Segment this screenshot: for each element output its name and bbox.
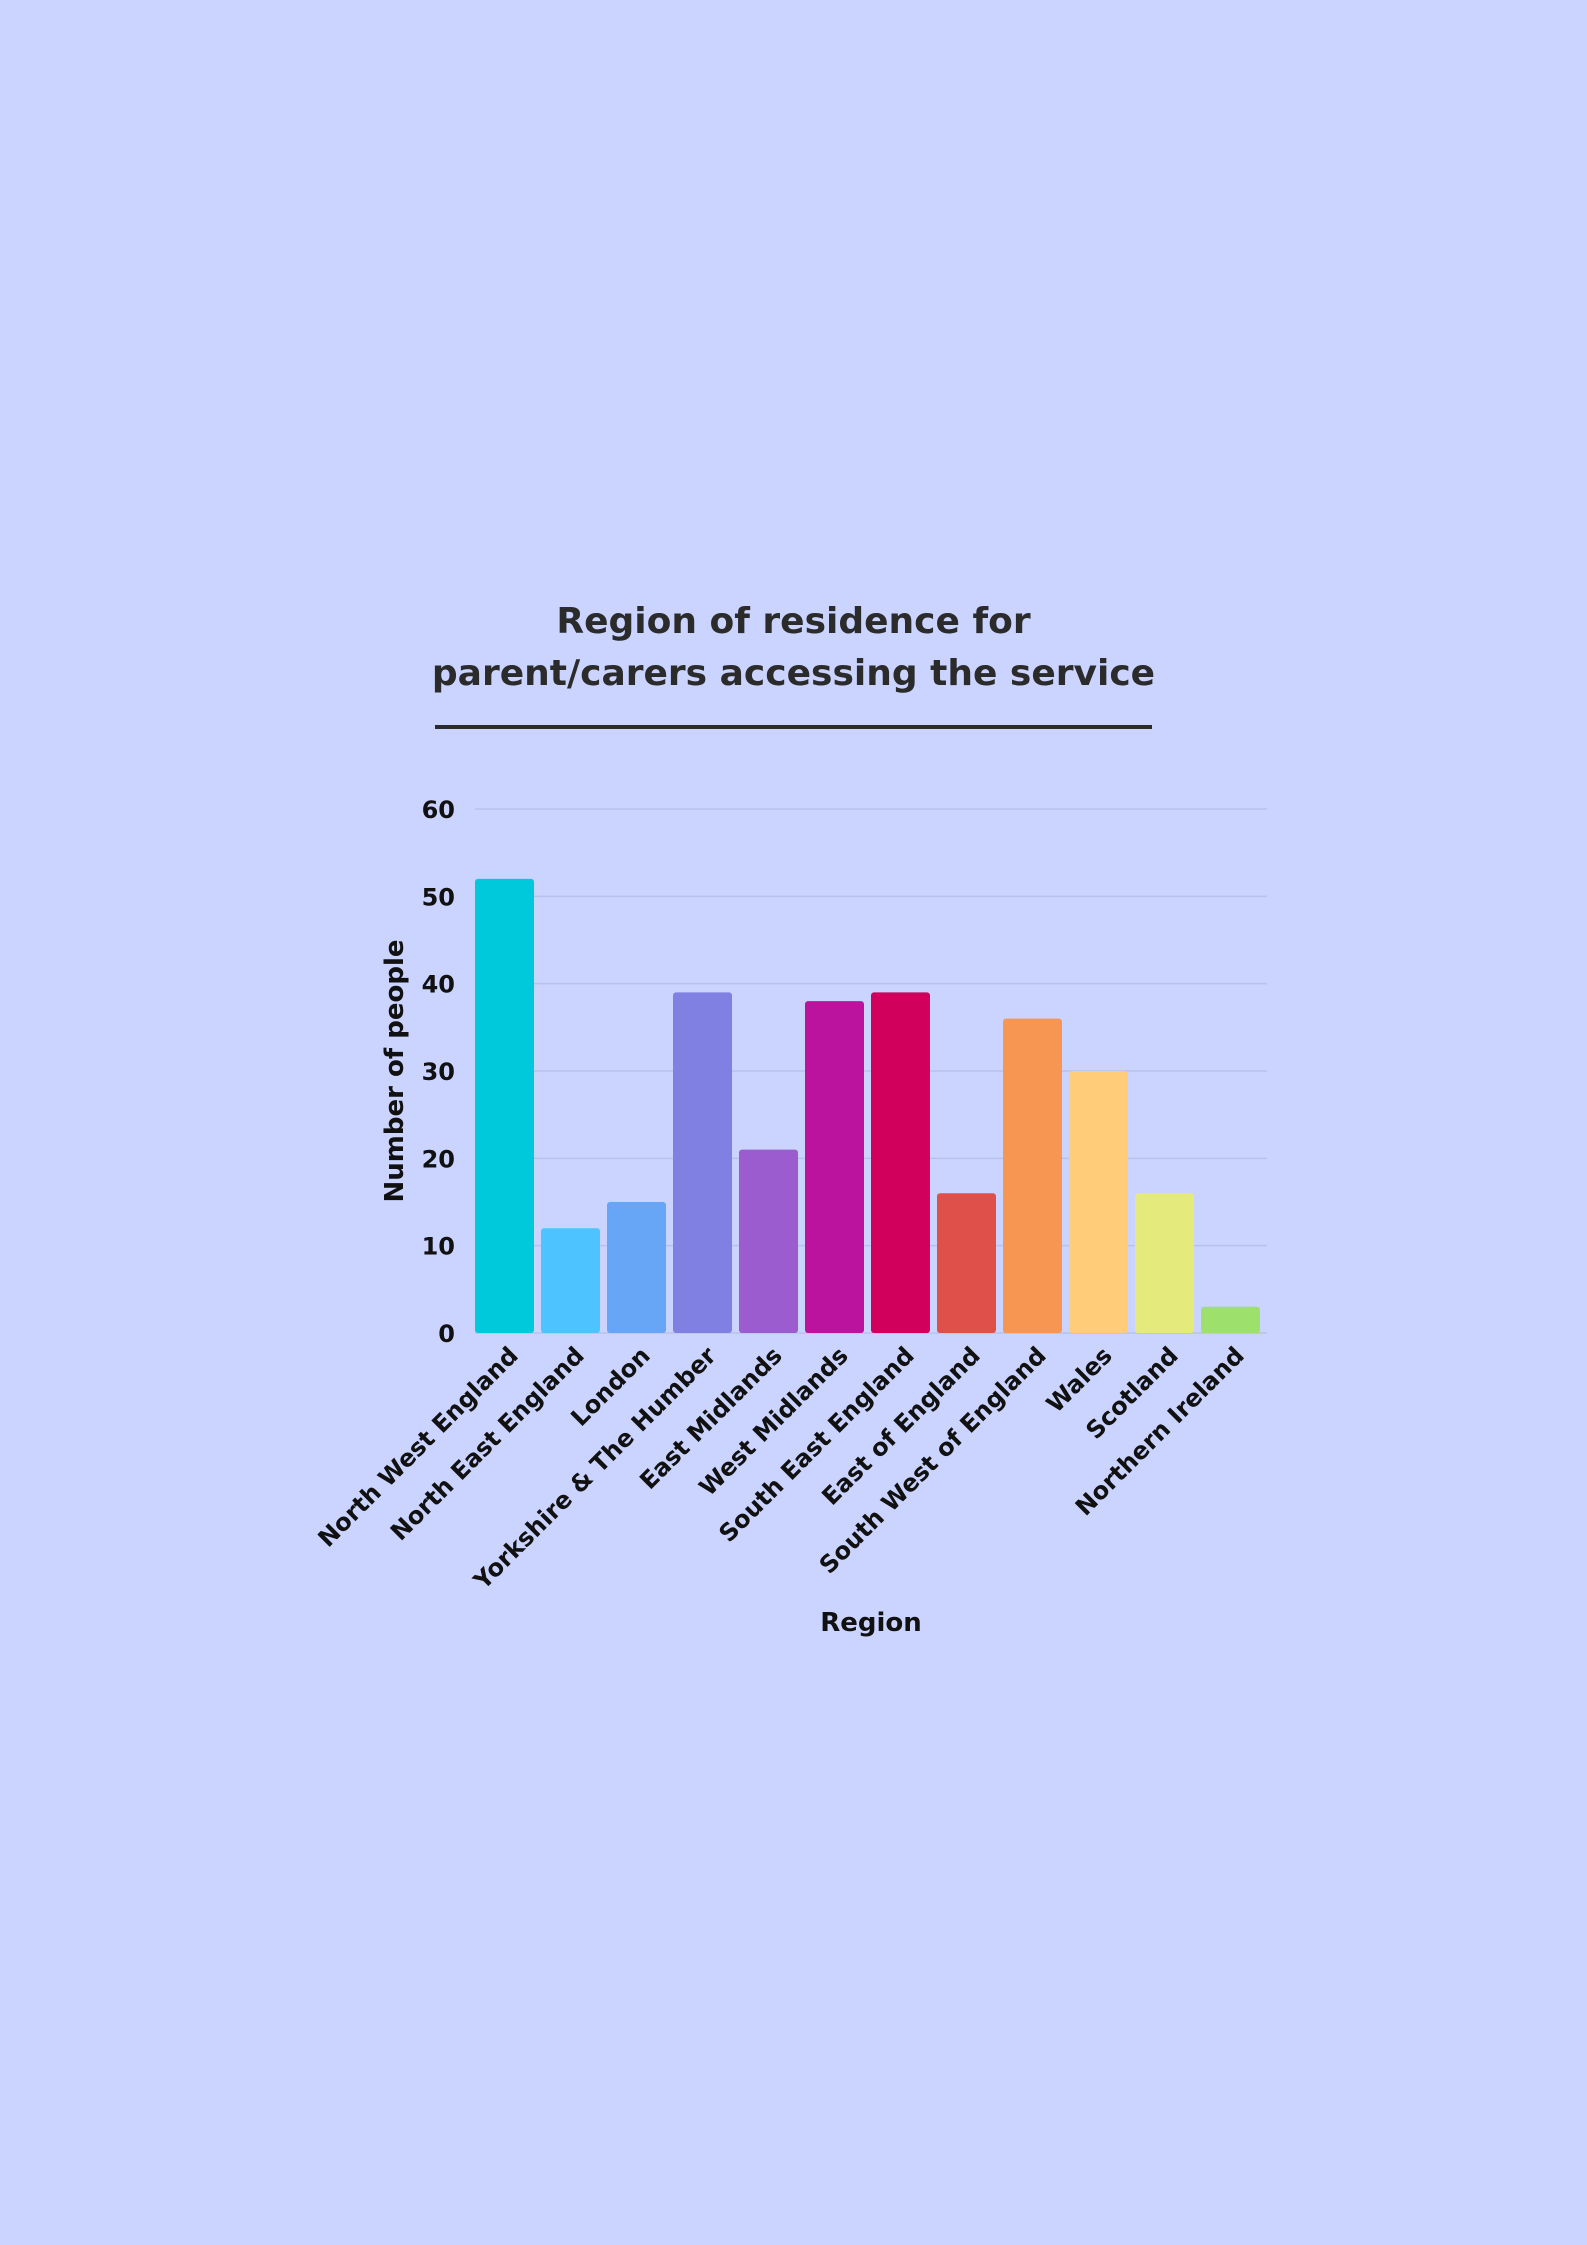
x-tick-label: Yorkshire & The Humber <box>468 1341 722 1595</box>
bar <box>1069 1071 1128 1333</box>
y-tick-label: 30 <box>422 1058 455 1086</box>
y-tick-label: 40 <box>422 971 455 999</box>
bar <box>475 878 534 1333</box>
title-underline <box>435 725 1152 729</box>
y-axis-title: Number of people <box>380 940 410 1203</box>
chart-title-line-1: Region of residence for <box>556 601 1031 642</box>
bar <box>1201 1306 1260 1333</box>
y-tick-label: 10 <box>422 1233 455 1261</box>
bar <box>937 1193 996 1333</box>
x-axis-title: Region <box>820 1608 922 1638</box>
bar <box>607 1202 666 1333</box>
bar <box>1003 1018 1062 1333</box>
bar <box>805 1001 864 1333</box>
bar <box>673 992 732 1333</box>
chart-title: Region of residence for parent/carers ac… <box>0 596 1587 700</box>
bar <box>541 1228 600 1333</box>
bar <box>1135 1193 1194 1333</box>
bar <box>871 992 930 1333</box>
y-tick-label: 60 <box>422 796 455 824</box>
chart-title-line-2: parent/carers accessing the service <box>431 653 1156 694</box>
bars <box>475 878 1260 1333</box>
bar <box>739 1149 798 1333</box>
y-axis-ticks: 0 10 20 30 40 50 60 <box>422 796 455 1348</box>
y-tick-label: 0 <box>438 1320 455 1348</box>
y-tick-label: 50 <box>422 883 455 911</box>
y-tick-label: 20 <box>422 1145 455 1173</box>
